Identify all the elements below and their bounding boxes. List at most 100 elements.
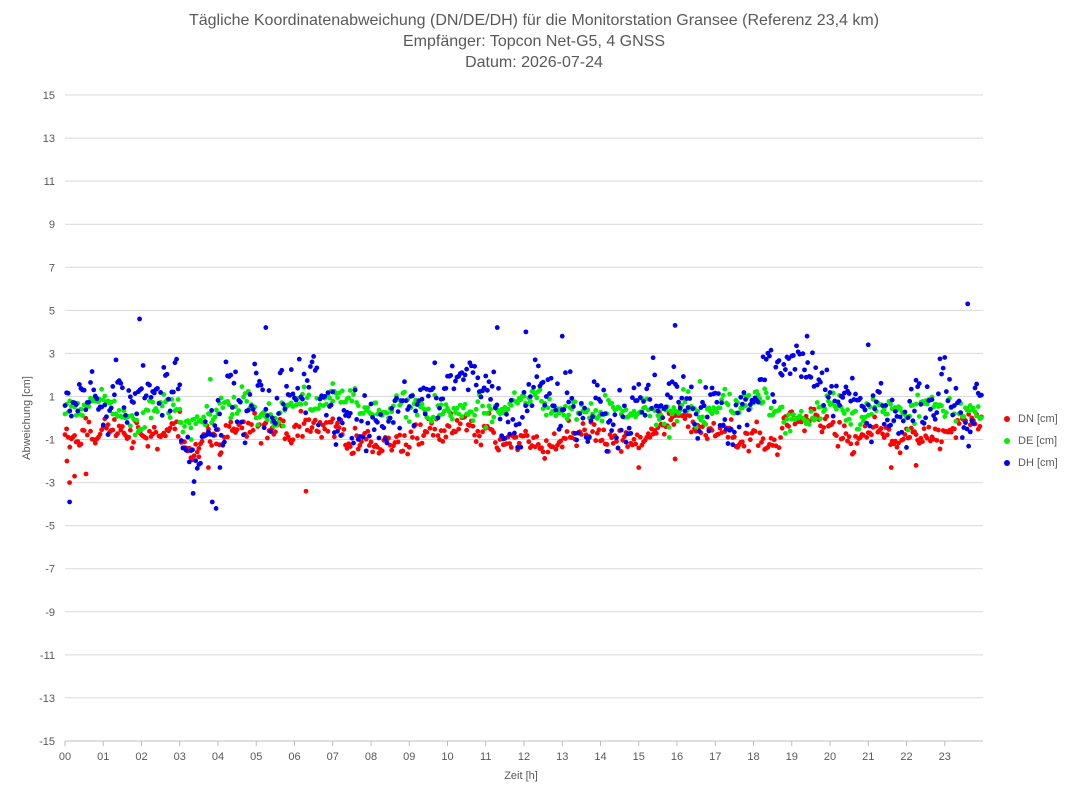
point-dh bbox=[274, 395, 280, 401]
point-dh-outlier bbox=[559, 333, 565, 339]
point-de bbox=[609, 400, 615, 406]
point-dh bbox=[553, 407, 559, 413]
point-de bbox=[722, 386, 728, 392]
point-dh bbox=[548, 375, 554, 381]
point-dh bbox=[623, 439, 629, 445]
point-de-outlier bbox=[330, 381, 336, 386]
point-dh bbox=[928, 406, 933, 412]
point-de bbox=[916, 414, 922, 419]
x-tick-label: 15 bbox=[633, 751, 645, 763]
point-dh bbox=[258, 382, 264, 388]
point-dh bbox=[950, 412, 956, 418]
point-de bbox=[527, 398, 533, 404]
point-dn bbox=[582, 427, 587, 433]
point-dn bbox=[542, 456, 548, 461]
point-dh bbox=[521, 389, 527, 395]
point-dh bbox=[363, 448, 369, 454]
y-tick-label: -15 bbox=[39, 736, 55, 748]
point-de bbox=[456, 411, 462, 417]
point-dh bbox=[864, 420, 870, 426]
point-dn bbox=[405, 451, 411, 457]
point-dh bbox=[971, 421, 976, 426]
point-dh bbox=[253, 370, 259, 376]
point-dn bbox=[430, 432, 436, 438]
point-de bbox=[846, 416, 852, 422]
point-dh bbox=[462, 372, 468, 378]
point-dh bbox=[339, 420, 345, 426]
point-dh bbox=[781, 362, 787, 367]
point-dh bbox=[873, 399, 879, 405]
point-dh bbox=[655, 408, 661, 414]
point-dh bbox=[433, 395, 439, 401]
point-de bbox=[265, 417, 270, 423]
point-de bbox=[553, 413, 559, 419]
point-de bbox=[897, 405, 903, 411]
y-tick-label: -13 bbox=[39, 693, 55, 705]
point-dh bbox=[755, 399, 761, 405]
point-dn bbox=[395, 439, 401, 445]
point-dn bbox=[843, 431, 849, 436]
point-dh bbox=[390, 420, 396, 425]
point-dn bbox=[129, 445, 135, 451]
point-dn bbox=[234, 427, 240, 433]
point-de bbox=[653, 422, 659, 428]
point-dn bbox=[778, 435, 783, 440]
point-dh bbox=[282, 406, 288, 412]
point-de bbox=[974, 413, 980, 419]
point-dh bbox=[578, 400, 584, 406]
point-de bbox=[145, 408, 151, 413]
point-de bbox=[335, 395, 340, 400]
point-dn bbox=[580, 421, 586, 426]
point-dn bbox=[535, 441, 541, 447]
point-dh bbox=[242, 440, 248, 446]
point-dh bbox=[733, 402, 739, 408]
point-de-outlier bbox=[666, 434, 672, 440]
point-dh bbox=[947, 376, 952, 382]
point-dn bbox=[379, 448, 385, 454]
point-dn bbox=[802, 428, 807, 434]
point-dn bbox=[453, 429, 458, 435]
point-dh bbox=[100, 422, 106, 428]
point-de bbox=[142, 425, 148, 430]
point-dn bbox=[920, 439, 925, 444]
point-dh bbox=[918, 401, 924, 407]
point-dh bbox=[250, 406, 256, 412]
point-dn bbox=[881, 435, 887, 440]
point-de bbox=[574, 417, 579, 422]
x-tick-label: 06 bbox=[288, 751, 300, 763]
point-de bbox=[461, 405, 466, 411]
point-dn bbox=[475, 428, 481, 434]
point-dn bbox=[830, 419, 836, 425]
point-dh-outlier bbox=[263, 325, 269, 330]
point-dh bbox=[604, 448, 610, 454]
point-de bbox=[483, 424, 489, 430]
point-dn bbox=[951, 426, 957, 432]
y-tick-label: -3 bbox=[45, 478, 55, 490]
x-tick-label: 04 bbox=[212, 751, 224, 763]
legend-item-de: DE [cm] bbox=[1004, 430, 1058, 452]
point-dh bbox=[943, 389, 949, 394]
point-dh bbox=[853, 391, 858, 397]
point-dn bbox=[472, 432, 477, 438]
point-dh bbox=[110, 384, 116, 389]
point-dh bbox=[279, 367, 285, 373]
point-de bbox=[469, 409, 474, 415]
point-dn bbox=[147, 428, 152, 434]
point-dn bbox=[316, 429, 321, 435]
point-de bbox=[786, 412, 791, 418]
point-de bbox=[515, 400, 521, 406]
point-dh bbox=[360, 434, 366, 440]
point-dh bbox=[668, 395, 674, 400]
point-dn bbox=[357, 443, 363, 448]
point-de bbox=[561, 412, 567, 418]
point-dh bbox=[473, 382, 479, 388]
point-dn bbox=[869, 432, 874, 438]
point-dh bbox=[843, 384, 849, 390]
point-dn bbox=[151, 424, 157, 430]
point-dn bbox=[153, 429, 159, 435]
point-dh bbox=[912, 408, 917, 414]
point-dh bbox=[905, 415, 911, 420]
point-dh bbox=[89, 369, 95, 374]
point-dh bbox=[951, 403, 957, 408]
point-dn bbox=[115, 431, 120, 436]
